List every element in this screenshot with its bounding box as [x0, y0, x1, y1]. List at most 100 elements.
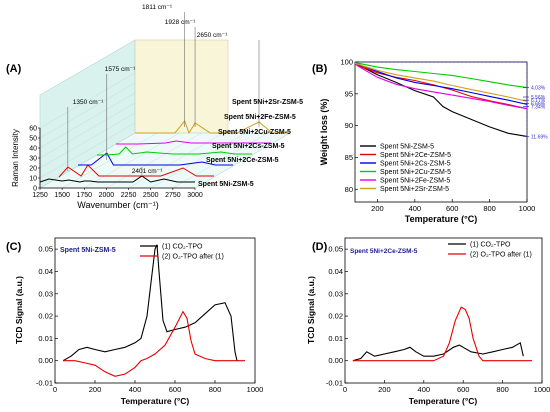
panel-b-ticks: 200 400 600 800 1000 80 85 90 95 100 — [340, 58, 535, 214]
a-floor-grid — [128, 132, 224, 189]
d-legend-label-0: (1) CO₂-TPO — [470, 242, 511, 249]
a-floor-grid — [172, 132, 268, 189]
a-wall-grid — [39, 72, 136, 129]
a-ytick-label: 50 — [29, 136, 37, 143]
b-loss-label: 6.66% — [531, 101, 546, 107]
xtick-label: 800 — [496, 385, 509, 394]
ytick-label: -0.01 — [326, 379, 343, 388]
panel-a-label: (A) — [6, 63, 22, 75]
xtick-label: 800 — [483, 204, 496, 213]
panel-b-y-label: Weight loss (%) — [319, 99, 329, 166]
a-ytick-label: 10 — [29, 176, 37, 183]
series-name-sr: Spent 5Ni+2Sr-ZSM-5 — [232, 99, 303, 106]
a-xtick-label: 1250 — [32, 192, 48, 199]
c-legend-label-0: (1) CO₂-TPO — [162, 244, 203, 251]
a-wall-grid — [39, 92, 136, 149]
b-loss-label: 11.69% — [531, 134, 548, 140]
xtick-label: 400 — [418, 385, 431, 394]
series-line-2 — [354, 62, 528, 105]
series-line-0 — [354, 62, 528, 137]
series-line-0 — [352, 341, 524, 362]
a-xtick-label: 1750 — [76, 192, 92, 199]
ytick-label: 95 — [345, 89, 353, 98]
a-xtick-label: 2750 — [165, 192, 181, 199]
xtick-label: 400 — [409, 204, 422, 213]
panel-c-frame — [54, 237, 256, 384]
series-name-fe: Spent 5Ni+2Fe-ZSM-5 — [224, 114, 296, 121]
series-line-1 — [352, 306, 533, 362]
series-line-5 — [354, 62, 528, 102]
peak-label-1575: 1575 cm⁻¹ — [105, 66, 136, 73]
series-line-1 — [63, 310, 245, 377]
a-series-line-0 — [39, 175, 195, 183]
ytick-label: 80 — [345, 185, 353, 194]
a-xtick-label: 2500 — [143, 192, 159, 199]
ytick-label: 100 — [340, 58, 353, 67]
panel-a-peak-leaders — [67, 12, 260, 176]
panel-c: (C) 0 200 400 600 800 1000 -0.01 0.00 0.01 0.02 0.… — [6, 237, 263, 406]
b-legend-label-3: Spent 5Ni+2Cu-ZSM-5 — [380, 169, 451, 176]
ytick-label: 85 — [345, 153, 353, 162]
ytick-label: 0.04 — [38, 267, 53, 276]
a-xtick-label: 2250 — [121, 192, 137, 199]
a-xtick-label: 3000 — [187, 192, 203, 199]
ytick-label: 0.05 — [328, 245, 343, 254]
xtick-label: 800 — [209, 385, 222, 394]
ytick-label: 0.01 — [328, 334, 343, 343]
a-ytick-label: 0 — [33, 186, 37, 193]
a-wall-grid — [39, 82, 136, 139]
panel-c-series — [62, 244, 245, 377]
panel-a: (A) 1250 1500 1750 2000 2250 2500 2750 3000 0 10 2… — [6, 4, 303, 210]
panel-c-label: (C) — [6, 241, 22, 253]
series-line-1 — [354, 62, 528, 110]
panel-d: (D) 0 200 400 600 800 1000 -0.01 0.00 0.01 0.02 0.… — [306, 237, 550, 406]
a-ytick-label: 30 — [29, 156, 37, 163]
ytick-label: 0.04 — [328, 267, 343, 276]
panel-d-title: Spent 5Ni+2Ce-ZSM-5 — [350, 248, 418, 255]
b-loss-label: 7.34% — [531, 105, 546, 111]
ytick-label: 0.03 — [38, 289, 53, 298]
ytick-label: 0.00 — [328, 356, 343, 365]
a-ytick-label: 60 — [29, 126, 37, 133]
panel-d-series — [352, 306, 533, 362]
panel-a-series-names: Spent 5Ni+2Sr-ZSM-5 Spent 5Ni+2Fe-ZSM-5 … — [198, 99, 303, 188]
b-legend-label-1: Spent 5Ni+2Ce-ZSM-5 — [380, 152, 451, 159]
panel-b-annotations: 4.03% 5.56%6.17%6.66%7.34% 11.69% — [355, 61, 548, 140]
a-xtick-label: 1500 — [54, 192, 70, 199]
ytick-label: 0.03 — [328, 289, 343, 298]
a-ytick-label: 20 — [29, 166, 37, 173]
peak-label-2650: 2650 cm⁻¹ — [197, 32, 228, 39]
xtick-label: 1000 — [519, 204, 536, 213]
ytick-label: 0.02 — [328, 312, 343, 321]
panel-d-label: (D) — [312, 241, 328, 253]
a-series-line-4 — [116, 140, 271, 145]
xtick-label: 0 — [53, 385, 57, 394]
panel-d-ticks: 0 200 400 600 800 1000 -0.01 0.00 0.01 0.02 0.03 0.… — [326, 245, 550, 394]
panel-a-series — [39, 119, 290, 183]
series-name-cs: Spent 5Ni+2Cs-ZSM-5 — [212, 143, 285, 150]
xtick-label: 200 — [371, 204, 384, 213]
b-loss-label: 4.03% — [531, 86, 546, 92]
a-floor-grid — [194, 132, 291, 189]
a-wall-grid — [39, 112, 136, 169]
series-name-cu: Spent 5Ni+2Cu-ZSM-5 — [218, 129, 291, 136]
panel-a-grid — [39, 72, 291, 189]
peak-label-2401: 2401 cm⁻¹ — [132, 168, 163, 175]
panel-d-frame — [344, 237, 543, 384]
xtick-label: 600 — [457, 385, 470, 394]
panel-a-x-label: Wavenumber (cm⁻¹) — [77, 200, 158, 210]
panel-d-y-label: TCD Signal (a.u.) — [306, 276, 316, 344]
panel-b: (B) 200 400 600 800 1000 80 85 90 95 100 4.03% 5.5… — [312, 58, 548, 225]
a-floor-grid — [150, 132, 246, 189]
series-name-ni: Spent 5Ni-ZSM-5 — [198, 181, 254, 188]
panel-d-x-label: Temperature (°C) — [409, 396, 478, 406]
panel-d-legend: (1) CO₂-TPO (2) O₂-TPO after (1) — [448, 242, 532, 259]
b-legend-label-2: Spent 5Ni+2Cs-ZSM-5 — [380, 161, 451, 168]
xtick-label: 200 — [378, 385, 391, 394]
xtick-label: 0 — [343, 385, 347, 394]
ytick-label: -0.01 — [36, 379, 53, 388]
b-loss-label: 6.17% — [531, 98, 546, 104]
panel-c-title: Spent 5Ni-ZSM-5 — [60, 247, 116, 254]
